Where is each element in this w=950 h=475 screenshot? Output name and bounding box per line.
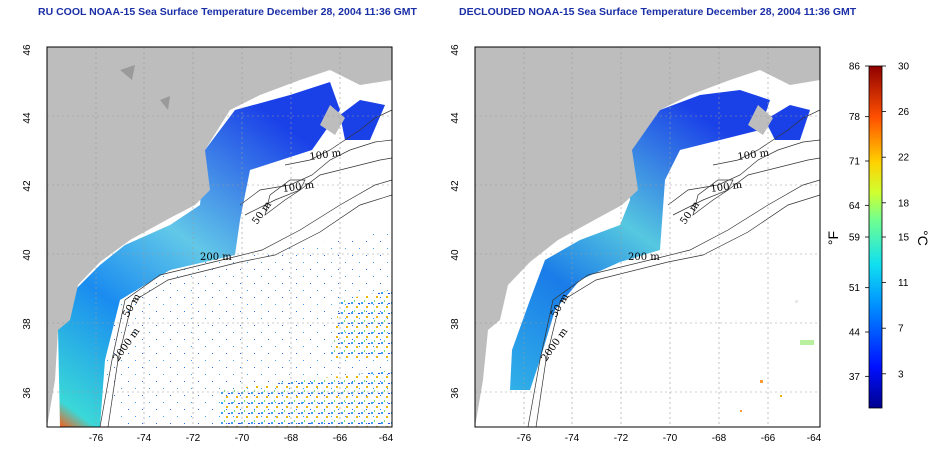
lon-tick: -64	[807, 433, 822, 444]
lat-tick: 38	[22, 318, 33, 330]
fahrenheit-tick-label: 78	[849, 112, 861, 123]
contour-label-100m: 100 m	[309, 148, 342, 163]
right-map-frame	[474, 46, 821, 428]
colorbar-gradient	[868, 65, 883, 409]
fahrenheit-tick-label: 51	[849, 283, 861, 294]
coastal-sst-band-north	[765, 105, 810, 140]
lat-tick: 36	[22, 387, 33, 399]
lat-tick: 44	[450, 112, 461, 124]
land-mass	[475, 47, 820, 427]
left-grid	[47, 47, 392, 427]
lat-tick: 40	[22, 249, 33, 261]
lon-tick: -68	[284, 433, 299, 444]
contour-label-200m: 200 m	[628, 252, 660, 263]
celsius-tick-label: 26	[898, 107, 910, 118]
land-nova-scotia	[320, 105, 345, 135]
coastal-sst-band-north	[340, 100, 385, 140]
lon-tick: -70	[235, 433, 250, 444]
lon-tick: -74	[137, 433, 152, 444]
fahrenheit-unit-label: °F	[825, 231, 841, 245]
contour-label-100m: 100 m	[282, 180, 315, 195]
speckle-field	[80, 230, 392, 427]
right-map-panel: 100 m 100 m 50 m 200 m 50 m 2000 m 46 44…	[450, 44, 822, 444]
lat-tick: 42	[450, 180, 461, 192]
speckle-field-dense	[220, 370, 392, 427]
fahrenheit-ticks: 86 78 71 64 59 51 44 37	[849, 62, 869, 383]
fahrenheit-tick-label: 71	[849, 157, 861, 168]
speckle-field-east	[330, 290, 392, 360]
fahrenheit-tick-label: 64	[849, 201, 861, 212]
fahrenheit-tick-label: 37	[849, 372, 861, 383]
celsius-tick-label: 3	[898, 369, 904, 380]
fahrenheit-tick-label: 59	[849, 233, 861, 244]
right-grid	[475, 47, 820, 427]
lon-tick: -72	[186, 433, 201, 444]
fahrenheit-tick-label: 44	[849, 328, 861, 339]
lat-tick: 46	[22, 44, 33, 56]
lon-tick: -72	[614, 433, 629, 444]
land-nova-scotia	[748, 105, 773, 135]
lon-tick: -74	[565, 433, 580, 444]
left-map-panel: 100 m 100 m 50 m 200 m 50 m 2000 m 46 44…	[22, 44, 394, 444]
left-lon-ticks: -76 -74 -72 -70 -68 -66 -64	[89, 433, 394, 444]
lat-tick: 42	[22, 180, 33, 192]
right-panel-title: DECLOUDED NOAA-15 Sea Surface Temperatur…	[459, 6, 857, 18]
sparse-sst-points	[740, 300, 814, 412]
celsius-tick-label: 22	[898, 153, 910, 164]
lakes	[120, 65, 170, 110]
lon-tick: -76	[89, 433, 104, 444]
bathymetry-contours	[99, 109, 392, 427]
lon-tick: -70	[663, 433, 678, 444]
celsius-tick-label: 7	[898, 324, 904, 335]
contour-label-100m: 100 m	[710, 180, 743, 195]
left-map-frame	[46, 46, 393, 428]
lon-tick: -68	[712, 433, 727, 444]
lon-tick: -66	[333, 433, 348, 444]
left-lat-ticks: 46 44 42 40 38 36	[22, 44, 33, 399]
celsius-unit-label: °C	[915, 230, 931, 246]
celsius-tick-label: 11	[898, 278, 909, 289]
lon-tick: -76	[517, 433, 532, 444]
temperature-colorbar: °F °C 86 78 71 64 59 51 44 37 30 26 22 18 15 11 7 3	[825, 62, 931, 409]
celsius-tick-label: 18	[898, 198, 910, 209]
celsius-tick-label: 15	[898, 233, 910, 244]
celsius-ticks: 30 26 22 18 15 11 7 3	[882, 62, 910, 380]
bathymetry-contours	[527, 109, 820, 427]
right-lat-ticks: 46 44 42 40 38 36	[450, 44, 461, 399]
lat-tick: 44	[22, 112, 33, 124]
lat-tick: 38	[450, 318, 461, 330]
lat-tick: 46	[450, 44, 461, 56]
coastal-sst-band	[58, 82, 340, 427]
land-mass	[47, 47, 392, 427]
coastal-sst-band	[510, 90, 770, 390]
right-lon-ticks: -76 -74 -72 -70 -68 -66 -64	[517, 433, 822, 444]
lat-tick: 36	[450, 387, 461, 399]
lon-tick: -64	[379, 433, 394, 444]
celsius-tick-label: 30	[898, 62, 910, 73]
left-panel-title: RU COOL NOAA-15 Sea Surface Temperature …	[38, 6, 417, 18]
lat-tick: 40	[450, 249, 461, 261]
lon-tick: -66	[761, 433, 776, 444]
fahrenheit-tick-label: 86	[849, 62, 861, 73]
contour-label-100m: 100 m	[737, 148, 770, 163]
contour-label-200m: 200 m	[200, 252, 232, 263]
